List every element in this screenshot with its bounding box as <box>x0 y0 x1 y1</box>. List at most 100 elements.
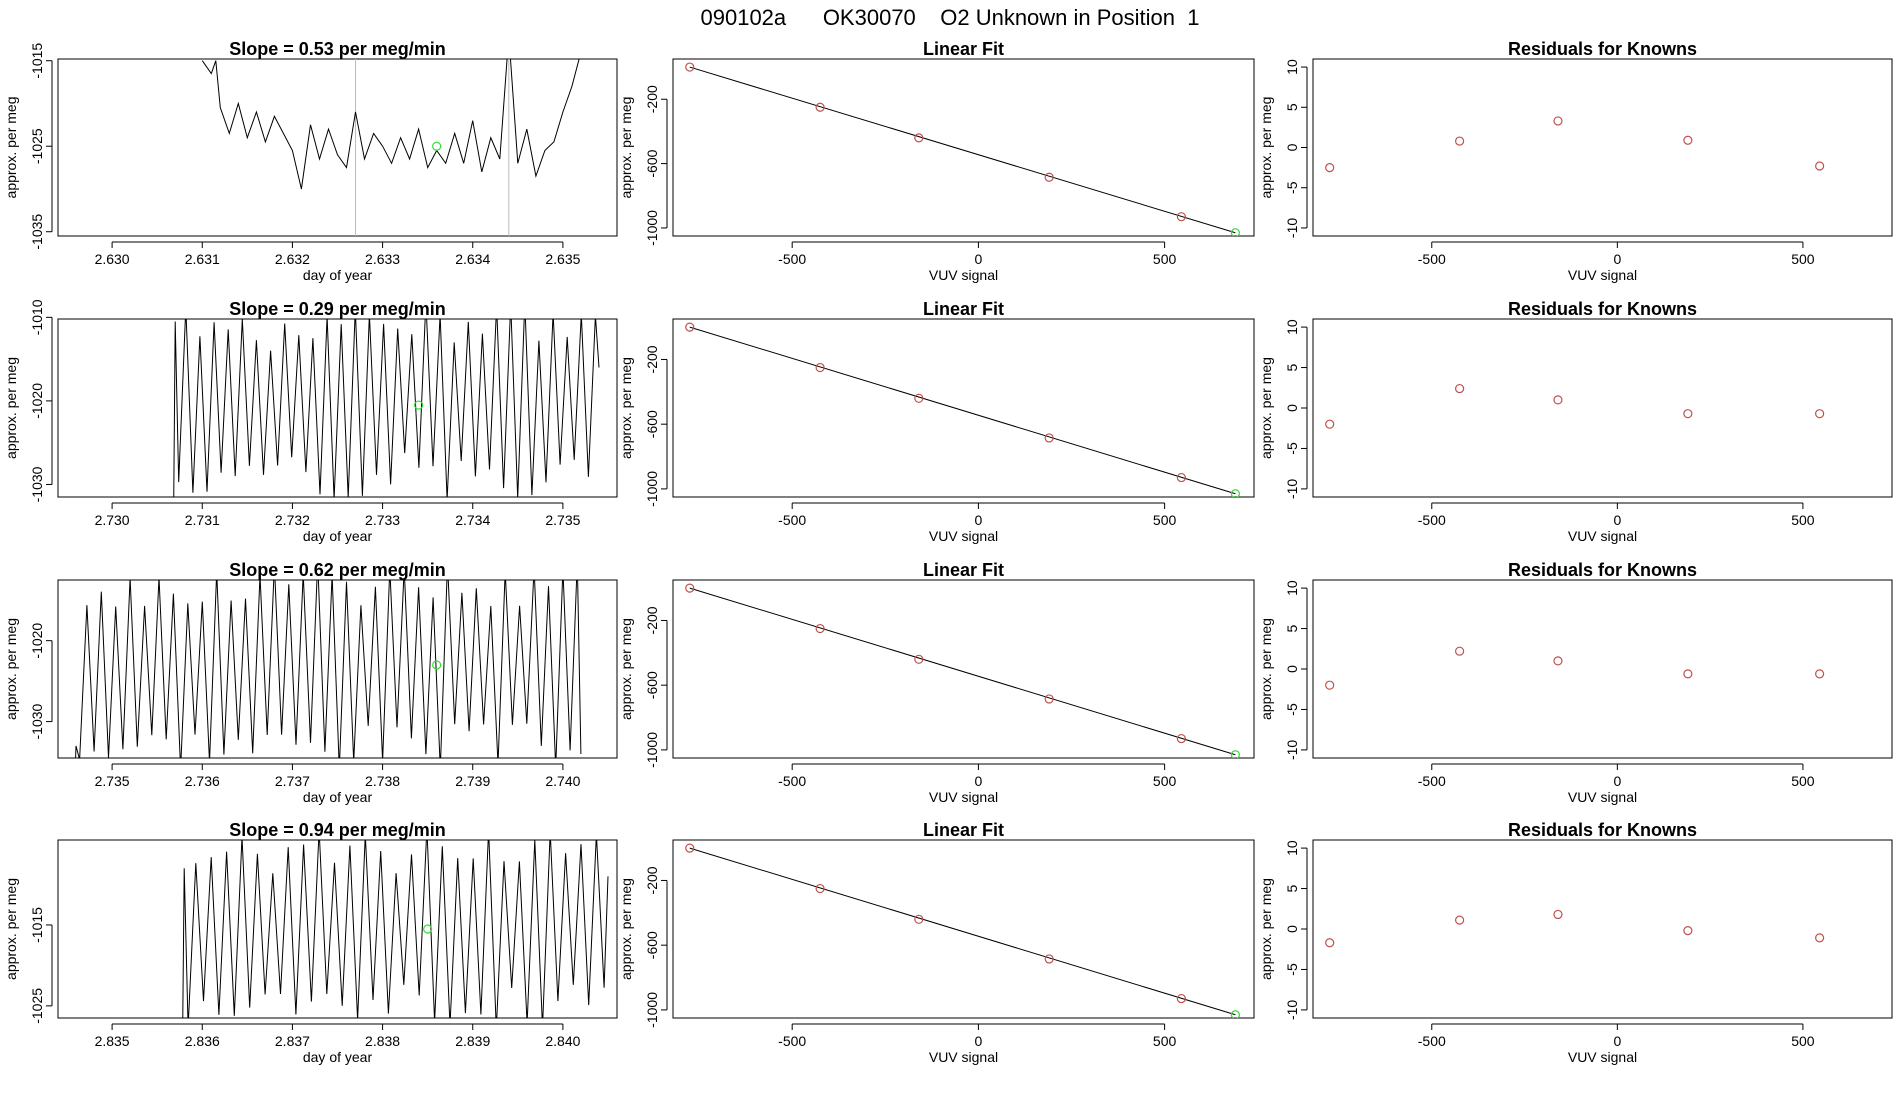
y-axis-label: approx. per meg <box>618 357 634 459</box>
y-tick-label: -600 <box>644 931 660 959</box>
known-point <box>1044 694 1054 704</box>
x-tick-label: -500 <box>778 773 806 789</box>
known-point <box>1176 472 1186 483</box>
plot-title: Linear Fit <box>923 39 1004 59</box>
known-point <box>1176 733 1186 744</box>
y-tick-label: -1030 <box>29 703 45 739</box>
unknown-marker <box>432 660 442 670</box>
y-tick-label: 10 <box>1284 580 1300 596</box>
x-axis-label: day of year <box>303 1049 373 1065</box>
y-axis-label: approx. per meg <box>1258 878 1274 980</box>
residual-point <box>1683 409 1693 419</box>
y-tick-label: -200 <box>644 85 660 113</box>
known-point <box>685 62 695 72</box>
trace-line <box>182 840 609 1018</box>
residual-point <box>1815 669 1825 679</box>
y-tick-label: -1000 <box>644 471 660 507</box>
x-tick-label: -500 <box>1418 512 1446 528</box>
plot-title: Linear Fit <box>923 820 1004 840</box>
plot-frame <box>672 579 1255 759</box>
y-tick-label: -1030 <box>29 466 45 502</box>
plot-frame <box>57 58 618 237</box>
x-tick-label: 500 <box>1153 1033 1177 1049</box>
x-tick-label: 0 <box>974 773 982 789</box>
x-tick-label: 0 <box>1613 1033 1621 1049</box>
x-axis-label: VUV signal <box>929 528 998 544</box>
known-point <box>815 362 825 373</box>
x-tick-label: 2.738 <box>365 773 400 789</box>
y-tick-label: -600 <box>644 149 660 177</box>
x-tick-label: 500 <box>1791 773 1815 789</box>
x-tick-label: 0 <box>1613 251 1621 267</box>
x-tick-label: -500 <box>1418 251 1446 267</box>
x-axis-label: VUV signal <box>929 267 998 283</box>
residual-point <box>1553 909 1563 920</box>
plot-title: Residuals for Knowns <box>1508 560 1697 580</box>
y-tick-label: -10 <box>1284 479 1300 499</box>
residual-point <box>1325 938 1335 948</box>
residual-point <box>1553 116 1563 126</box>
y-tick-label: 0 <box>1284 925 1300 933</box>
x-tick-label: 2.739 <box>455 773 490 789</box>
y-tick-label: 5 <box>1284 363 1300 371</box>
x-tick-label: 0 <box>1613 773 1621 789</box>
plot-area <box>1325 909 1825 948</box>
known-point <box>685 322 695 332</box>
x-tick-label: 0 <box>974 251 982 267</box>
x-tick-label: 2.730 <box>95 512 130 528</box>
x-tick-label: 2.732 <box>275 512 310 528</box>
y-tick-label: -1010 <box>29 299 45 335</box>
x-axis-label: day of year <box>303 528 373 544</box>
x-tick-label: 0 <box>974 1033 982 1049</box>
x-tick-label: 0 <box>1613 512 1621 528</box>
panel-fit-row-4: Linear Fit -500 0 500 VUV signal -200 -600 -100… <box>618 820 1255 1065</box>
x-tick-label: -500 <box>1418 773 1446 789</box>
y-tick-label: -1020 <box>29 623 45 659</box>
panel-trace-row-1: Slope = 0.53 per meg/min 2.630 2.631 2.632 2… <box>3 39 618 283</box>
x-axis-label: VUV signal <box>1568 1049 1637 1065</box>
residual-point <box>1455 383 1465 394</box>
y-tick-label: -1020 <box>29 383 45 419</box>
known-point <box>914 393 924 403</box>
unknown-marker <box>414 400 424 410</box>
plot-area <box>75 580 582 758</box>
residual-point <box>1553 656 1563 666</box>
y-tick-label: -600 <box>644 671 660 699</box>
y-tick-label: -10 <box>1284 218 1300 238</box>
plot-area <box>685 62 1240 236</box>
plot-title: Slope = 0.94 per meg/min <box>229 820 446 840</box>
residual-point <box>1455 646 1465 656</box>
known-point <box>815 883 825 894</box>
panels: Slope = 0.53 per meg/min 2.630 2.631 2.632 2… <box>3 39 1893 1065</box>
y-tick-label: -600 <box>644 410 660 438</box>
x-tick-label: -500 <box>1418 1033 1446 1049</box>
x-tick-label: 2.735 <box>545 512 580 528</box>
x-axis-label: day of year <box>303 789 373 805</box>
x-tick-label: 2.839 <box>455 1033 490 1049</box>
y-tick-label: -5 <box>1284 181 1300 194</box>
residual-point <box>1815 409 1825 419</box>
plot-area <box>201 59 580 236</box>
x-tick-label: 2.630 <box>95 251 130 267</box>
y-tick-label: -1000 <box>644 732 660 768</box>
x-tick-label: 2.840 <box>545 1033 580 1049</box>
plot-frame <box>672 58 1255 237</box>
unknown-point <box>1230 228 1240 236</box>
x-tick-label: -500 <box>778 251 806 267</box>
x-axis-label: VUV signal <box>929 1049 998 1065</box>
known-point <box>1044 954 1054 964</box>
panel-residuals-row-3: Residuals for Knowns -500 0 500 VUV signal 10… <box>1258 560 1893 805</box>
y-axis-label: approx. per meg <box>3 357 19 459</box>
plot-area <box>685 843 1240 1018</box>
plot-area <box>173 319 600 497</box>
residual-point <box>1815 933 1825 943</box>
x-tick-label: 2.838 <box>365 1033 400 1049</box>
plot-frame <box>672 839 1255 1019</box>
panel-residuals-row-1: Residuals for Knowns -500 0 500 VUV signal 10… <box>1258 39 1893 283</box>
plot-frame <box>1312 579 1893 759</box>
y-tick-label: 5 <box>1284 624 1300 632</box>
plot-area <box>685 583 1240 758</box>
x-tick-label: 2.631 <box>185 251 220 267</box>
x-tick-label: 2.740 <box>545 773 580 789</box>
